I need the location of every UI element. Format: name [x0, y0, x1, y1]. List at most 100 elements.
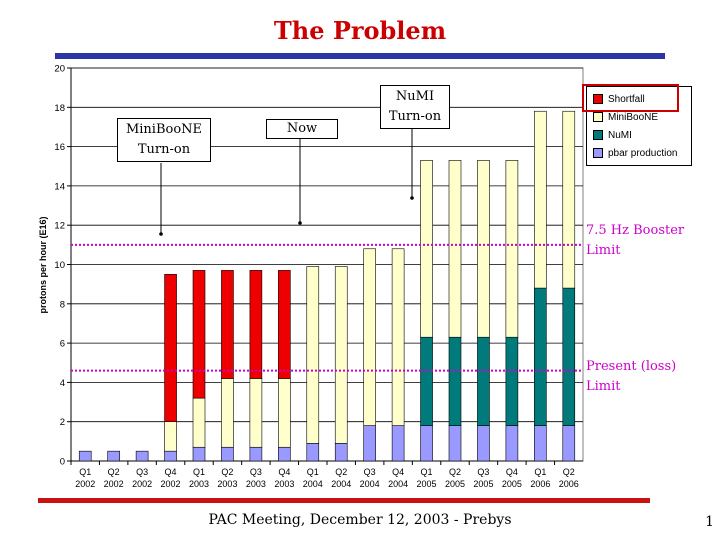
miniboone-turnon-callout: MiniBooNE Turn-on — [117, 118, 211, 162]
page-number: 1 — [705, 514, 714, 530]
callout-line: MiniBooNE — [125, 122, 203, 137]
x-tick-label: Q1 — [534, 467, 546, 477]
x-tick-label: Q1 — [193, 467, 205, 477]
limit-label-line: Limit — [586, 243, 621, 258]
legend-item-shortfall: Shortfall — [587, 90, 691, 108]
limit-label-line: 7.5 Hz Booster — [586, 223, 685, 238]
legend-item-numi: NuMI — [587, 126, 691, 144]
x-tick-label: Q1 — [79, 467, 91, 477]
bar-segment — [420, 336, 433, 426]
y-tick-label: 12 — [54, 221, 65, 232]
x-tick-label: Q2 — [335, 467, 347, 477]
x-tick-label: Q2 — [221, 467, 233, 477]
x-tick-label: 2004 — [303, 479, 323, 489]
y-tick-label: 4 — [60, 378, 65, 389]
y-tick-label: 18 — [54, 103, 65, 114]
booster-limit-label: 7.5 Hz Booster Limit — [586, 221, 684, 261]
x-tick-label: Q4 — [506, 467, 518, 477]
legend-label: Shortfall — [608, 93, 645, 105]
x-tick-label: 2006 — [559, 479, 579, 489]
slide-title: The Problem — [273, 16, 447, 45]
x-tick-label: 2002 — [75, 479, 95, 489]
x-tick-label: Q2 — [108, 467, 120, 477]
x-tick-label: Q3 — [136, 467, 148, 477]
y-tick-label: 8 — [60, 299, 65, 310]
miniboone-callout-pointer-head — [159, 232, 163, 236]
callout-line: NuMI — [395, 89, 435, 104]
callout-line: Now — [286, 121, 318, 136]
bar-segment — [192, 446, 206, 462]
x-tick-label: 2003 — [189, 479, 209, 489]
title-divider — [55, 53, 665, 59]
x-tick-label: Q4 — [392, 467, 404, 477]
bar-segment — [363, 248, 376, 426]
bar-segment — [391, 425, 405, 462]
bar-segment — [164, 274, 177, 423]
x-tick-label: 2005 — [473, 479, 493, 489]
x-tick-label: Q2 — [563, 467, 575, 477]
x-tick-label: 2003 — [274, 479, 294, 489]
shortfall-highlight-box — [582, 84, 679, 112]
legend-item-miniboone: MiniBooNE — [587, 108, 691, 126]
slide-footer: PAC Meeting, December 12, 2003 - Prebys — [208, 512, 512, 528]
x-tick-label: Q4 — [165, 467, 177, 477]
x-tick-label: 2002 — [104, 479, 124, 489]
x-tick-label: 2005 — [502, 479, 522, 489]
y-tick-label: 16 — [54, 142, 65, 153]
bar-segment — [420, 425, 433, 462]
bar-segment — [534, 110, 547, 289]
bar-segment — [505, 160, 519, 338]
bar-segment — [221, 446, 234, 462]
x-tick-label: 2003 — [217, 479, 237, 489]
bar-segment — [306, 443, 320, 462]
x-tick-label: 2004 — [360, 479, 380, 489]
x-tick-label: 2004 — [388, 479, 408, 489]
x-tick-label: Q3 — [477, 467, 489, 477]
bar-segment — [334, 266, 348, 444]
bar-segment — [562, 425, 576, 462]
x-tick-label: Q3 — [364, 467, 376, 477]
bar-segment — [221, 378, 234, 448]
callout-line: Turn-on — [137, 142, 191, 157]
bar-segment — [448, 160, 462, 338]
x-tick-label: Q1 — [307, 467, 319, 477]
x-tick-label: 2006 — [530, 479, 550, 489]
x-tick-label: 2005 — [417, 479, 437, 489]
bar-segment — [278, 270, 291, 379]
bar-segment — [164, 421, 177, 452]
legend-swatch — [593, 94, 603, 104]
y-tick-label: 0 — [60, 457, 65, 468]
now-callout-pointer-head — [298, 221, 302, 225]
bar-segment — [477, 336, 490, 426]
x-tick-label: 2002 — [161, 479, 181, 489]
x-tick-label: Q3 — [250, 467, 262, 477]
legend-label: NuMI — [608, 129, 632, 141]
bar-segment — [477, 425, 490, 462]
x-tick-label: Q2 — [449, 467, 461, 477]
bar-segment — [78, 450, 92, 462]
bar-segment — [534, 287, 547, 426]
numi-callout-pointer-head — [410, 196, 414, 200]
legend-swatch — [593, 148, 603, 158]
bar-segment — [221, 270, 234, 379]
chart-legend: Shortfall MiniBooNE NuMI pbar production — [586, 86, 692, 166]
bar-segment — [249, 446, 263, 462]
bar-segment — [278, 446, 291, 462]
callout-line: Turn-on — [388, 109, 442, 124]
bar-segment — [391, 248, 405, 426]
legend-item-pbar: pbar production — [587, 144, 691, 162]
x-tick-label: 2003 — [246, 479, 266, 489]
bar-segment — [192, 270, 206, 399]
bar-segment — [278, 378, 291, 448]
bar-segment — [562, 110, 576, 289]
now-callout: Now — [266, 119, 338, 139]
bar-segment — [420, 160, 433, 338]
bar-segment — [249, 378, 263, 448]
limit-label-line: Present (loss) — [586, 359, 677, 374]
y-tick-label: 20 — [54, 64, 65, 75]
y-tick-label: 6 — [60, 339, 65, 350]
present-limit-label: Present (loss) Limit — [586, 357, 676, 397]
x-tick-label: Q4 — [278, 467, 290, 477]
legend-swatch — [593, 130, 603, 140]
bar-segment — [107, 450, 120, 462]
